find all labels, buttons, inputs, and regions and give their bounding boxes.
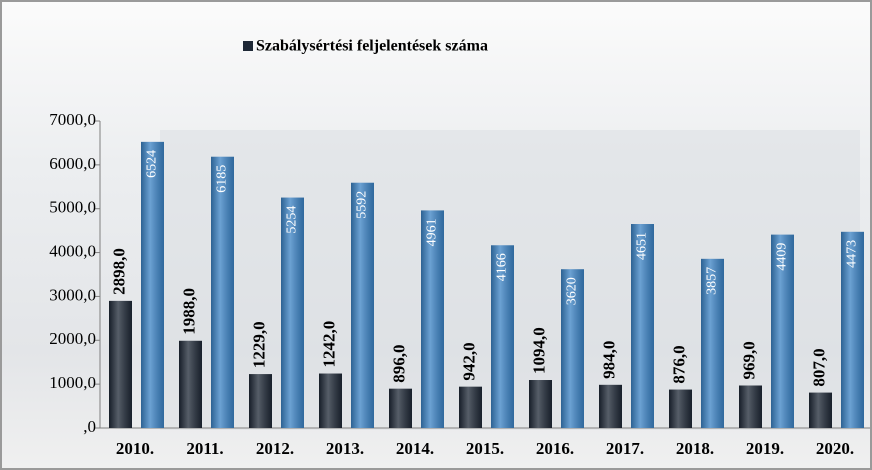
value-label: 984,0 bbox=[599, 341, 618, 379]
y-tick-label: 5000,0 bbox=[49, 198, 96, 217]
x-tick-label: 2019. bbox=[746, 439, 784, 458]
y-tick-label: 3000,0 bbox=[49, 285, 96, 304]
bar bbox=[141, 142, 164, 428]
value-label: 3620 bbox=[565, 277, 580, 305]
x-tick-label: 2014. bbox=[396, 439, 434, 458]
chart: Szabálysértési feljelentések száma ,0 100… bbox=[0, 0, 872, 470]
value-label: 807,0 bbox=[809, 348, 828, 386]
x-tick-label: 2020. bbox=[816, 439, 854, 458]
value-label: 942,0 bbox=[459, 342, 478, 380]
y-tick-label: 7000,0 bbox=[49, 110, 96, 129]
bar bbox=[809, 393, 832, 428]
bar bbox=[669, 390, 692, 428]
y-tick-label: 4000,0 bbox=[49, 241, 96, 260]
value-label: 6524 bbox=[145, 150, 160, 178]
value-label: 1242,0 bbox=[319, 321, 338, 368]
legend: Szabálysértési feljelentések száma bbox=[243, 38, 488, 55]
value-label: 1094,0 bbox=[529, 327, 548, 374]
y-tick-label: ,0 bbox=[83, 417, 96, 436]
value-label: 4651 bbox=[635, 232, 650, 260]
value-label: 969,0 bbox=[739, 341, 758, 379]
x-tick-label: 2016. bbox=[536, 439, 574, 458]
bar bbox=[599, 385, 622, 428]
y-tick-label: 1000,0 bbox=[49, 373, 96, 392]
x-tick-label: 2015. bbox=[466, 439, 504, 458]
value-label: 4473 bbox=[845, 240, 860, 268]
bar bbox=[319, 374, 342, 428]
value-label: 2898,0 bbox=[109, 248, 128, 295]
y-tick-label: 2000,0 bbox=[49, 329, 96, 348]
value-label: 5254 bbox=[285, 206, 300, 234]
x-tick-label: 2011. bbox=[186, 439, 223, 458]
y-tick-label: 6000,0 bbox=[49, 154, 96, 173]
x-tick-label: 2018. bbox=[676, 439, 714, 458]
x-tick-label: 2010. bbox=[116, 439, 154, 458]
bar bbox=[249, 374, 272, 428]
bar bbox=[739, 386, 762, 428]
bar bbox=[529, 380, 552, 428]
value-label: 876,0 bbox=[669, 345, 688, 383]
x-tick-label: 2013. bbox=[326, 439, 364, 458]
value-label: 4409 bbox=[775, 243, 790, 271]
value-label: 3857 bbox=[705, 267, 720, 295]
value-label: 896,0 bbox=[389, 344, 408, 382]
x-tick-label: 2012. bbox=[256, 439, 294, 458]
value-label: 1988,0 bbox=[179, 288, 198, 335]
bar bbox=[179, 341, 202, 428]
value-label: 5592 bbox=[355, 191, 370, 219]
bar bbox=[211, 157, 234, 428]
bar bbox=[459, 387, 482, 428]
bar bbox=[389, 389, 412, 428]
value-label: 6185 bbox=[215, 165, 230, 193]
value-label: 4166 bbox=[495, 253, 510, 281]
value-label: 4961 bbox=[425, 218, 440, 246]
x-tick-label: 2017. bbox=[606, 439, 644, 458]
value-label: 1229,0 bbox=[249, 321, 268, 368]
legend-label: Szabálysértési feljelentések száma bbox=[256, 38, 488, 55]
legend-swatch bbox=[243, 41, 253, 51]
bar bbox=[109, 301, 132, 428]
